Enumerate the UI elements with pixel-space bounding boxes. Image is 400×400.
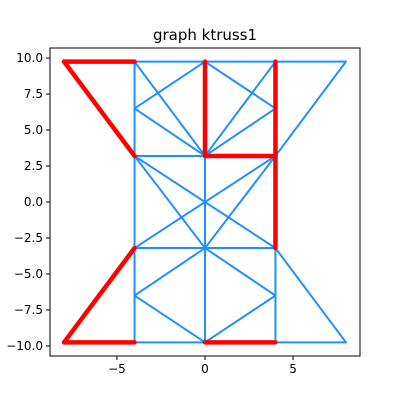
graph-edge-13 [204, 294, 277, 344]
graph-edge-14 [204, 247, 277, 297]
highlighted-edge-5 [61, 245, 137, 345]
x-axis: −5 0 5 [108, 356, 297, 376]
y-tick-label: 2.5 [24, 159, 43, 173]
graph-edge-17 [133, 154, 206, 250]
y-tick-label: −10.0 [6, 339, 43, 353]
y-tick-label: −7.5 [14, 303, 43, 317]
y-tick-label: 5.0 [24, 123, 43, 137]
graph-edge-9 [204, 60, 277, 110]
graph-edge-8 [133, 107, 206, 157]
graph-edge-12 [133, 247, 206, 297]
graph-edge-19 [274, 60, 347, 157]
graph-edge-16 [133, 154, 277, 250]
graph-edge-20 [274, 247, 347, 344]
y-tick-label: 0.0 [24, 195, 43, 209]
graph-edge-18 [204, 154, 277, 250]
chart-title: graph ktruss1 [153, 26, 257, 44]
y-tick-label: −2.5 [14, 231, 43, 245]
y-axis: 10.0 7.5 5.0 2.5 0.0 −2.5 −5.0 −7.5 −10.0 [6, 51, 50, 353]
x-tick-label: 0 [201, 362, 209, 376]
y-tick-label: −5.0 [14, 267, 43, 281]
highlighted-edges [61, 59, 278, 345]
graph-edge-21 [133, 60, 206, 157]
y-tick-label: 10.0 [16, 51, 43, 65]
x-tick-label: −5 [108, 362, 126, 376]
graph-edge-10 [204, 107, 277, 157]
highlighted-edge-1 [61, 59, 137, 159]
x-tick-label: 5 [289, 362, 297, 376]
graph-edge-7 [133, 60, 206, 110]
graph-edge-11 [133, 294, 206, 344]
graph-edge-22 [204, 60, 277, 157]
y-tick-label: 7.5 [24, 87, 43, 101]
